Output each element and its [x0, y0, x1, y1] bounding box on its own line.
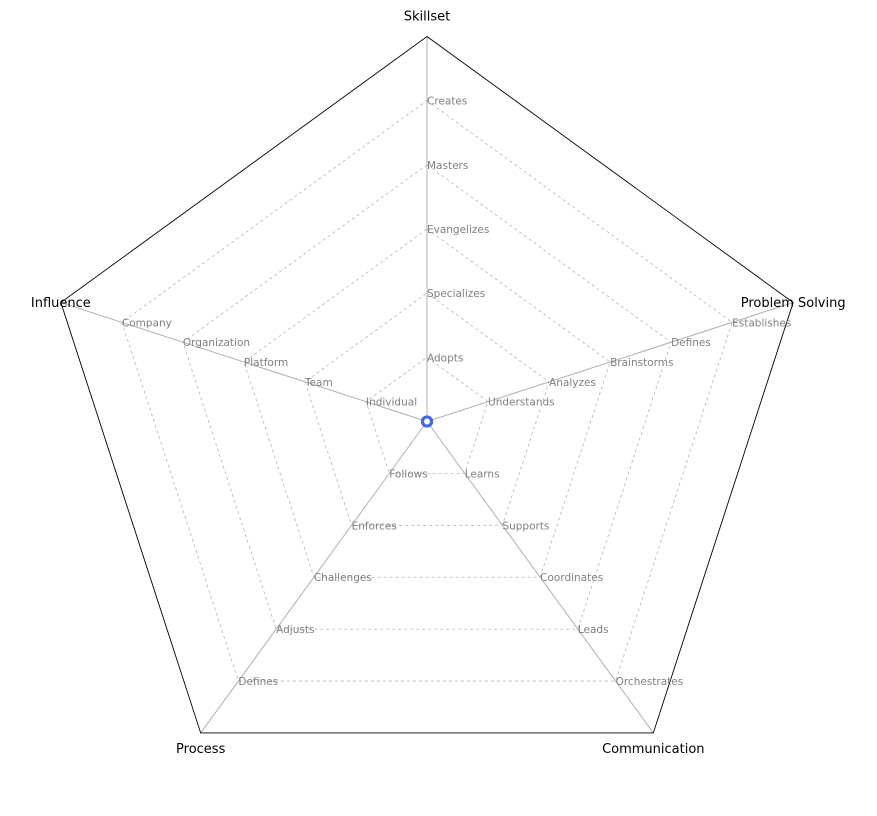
level-label: Team	[304, 377, 333, 389]
level-label: Adjusts	[276, 624, 314, 636]
level-label: Defines	[671, 337, 711, 349]
level-label: Challenges	[314, 572, 372, 584]
series-markers	[421, 415, 433, 428]
axis-label: Skillset	[404, 10, 450, 25]
data-point	[421, 415, 433, 428]
level-label: Learns	[465, 468, 500, 480]
level-label: Brainstorms	[610, 357, 673, 369]
level-label: Masters	[427, 160, 468, 172]
level-label: Orchestrates	[616, 676, 684, 688]
grid-ring-1	[365, 356, 489, 474]
level-label: Organization	[183, 337, 250, 349]
axis-label: Problem Solving	[741, 296, 846, 311]
level-label: Specializes	[427, 288, 485, 300]
level-label: Platform	[244, 357, 288, 369]
level-label: Coordinates	[540, 572, 603, 584]
outer-frame	[60, 35, 794, 734]
level-label: Supports	[502, 520, 549, 532]
level-label: Analyzes	[549, 377, 596, 389]
axis-spoke-3	[426, 421, 654, 734]
level-label: Adopts	[427, 352, 463, 364]
axis-label: Communication	[602, 742, 704, 757]
axis-labels: Skillset Problem Solving Communication Proc…	[31, 10, 846, 757]
axis-spoke-2	[426, 302, 794, 422]
level-label: Follows	[389, 468, 427, 480]
level-label: Enforces	[352, 520, 397, 532]
level-labels: Adopts Specializes Evangelizes Masters Creat…	[122, 96, 791, 688]
level-label: Individual	[366, 397, 417, 409]
level-label: Defines	[238, 676, 278, 688]
grid-ring-3	[243, 228, 611, 578]
grid-rings	[121, 100, 733, 682]
level-label: Establishes	[732, 317, 791, 329]
axis-spokes	[60, 36, 794, 734]
level-label: Understands	[488, 397, 555, 409]
level-label: Evangelizes	[427, 224, 489, 236]
axis-spoke-5	[60, 302, 428, 422]
grid-ring-5	[121, 100, 733, 682]
level-label: Company	[122, 317, 172, 329]
level-label: Leads	[578, 624, 609, 636]
axis-label: Process	[176, 742, 226, 757]
level-label: Creates	[427, 96, 467, 108]
axis-spoke-4	[200, 421, 428, 734]
axis-label: Influence	[31, 296, 91, 311]
